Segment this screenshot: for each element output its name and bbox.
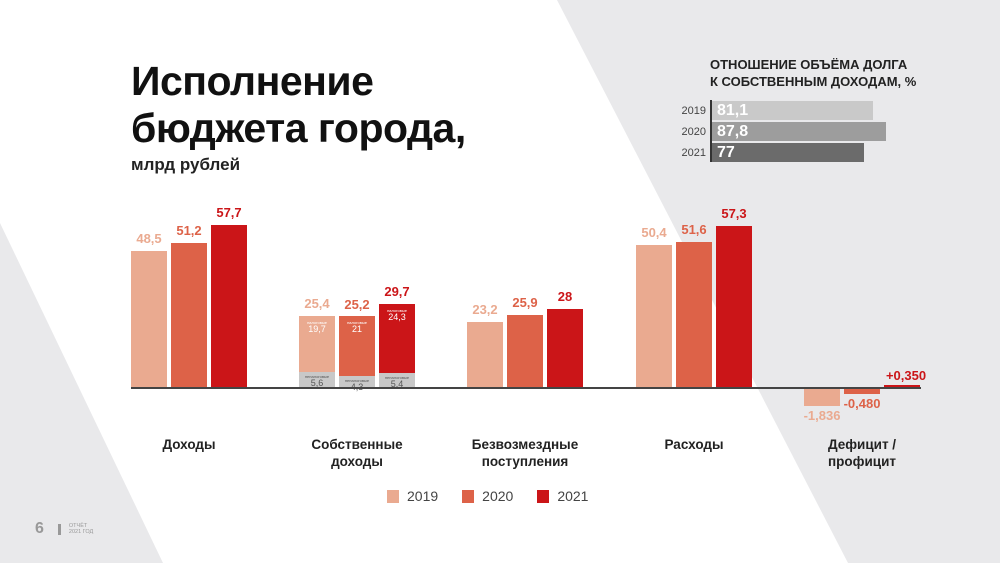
bar-tax-2020 (339, 316, 375, 376)
legend-label: 2019 (407, 488, 439, 504)
bar-4-2021 (884, 384, 920, 388)
value-label: -0,480 (843, 395, 881, 411)
value-label: 57,3 (721, 205, 747, 221)
category-label: Расходы (619, 436, 769, 453)
bar-2-2021 (547, 308, 583, 388)
debt-bar: 87,8 (712, 122, 886, 141)
footer: 6 ОТЧЁТ 2021 ГОД (35, 520, 93, 538)
segment-caption: неналоговые (344, 377, 370, 383)
value-label: -1,836 (803, 408, 841, 424)
value-label: 48,5 (136, 230, 162, 246)
nontax-segment-label: неналоговые4,3 (339, 378, 375, 392)
value-label: +0,350 (885, 368, 927, 383)
value-label: 28 (557, 288, 573, 304)
debt-title-line: ОТНОШЕНИЕ ОБЪЁМА ДОЛГА (710, 57, 908, 72)
debt-title-line: К СОБСТВЕННЫМ ДОХОДАМ, % (710, 74, 917, 89)
bar-nontax-2019 (299, 372, 335, 388)
segment-value: 5,4 (390, 378, 404, 389)
tax-segment-label: налоговые 19,7 (299, 320, 335, 334)
value-label: 50,4 (641, 225, 667, 241)
legend-label: 2021 (557, 488, 589, 504)
debt-row-2020: 2020 87,8 (660, 122, 886, 141)
bar-tax-2021 (379, 303, 415, 373)
segment-value: 4,3 (351, 382, 364, 392)
debt-axis (710, 100, 712, 162)
category-label: Доходы (114, 436, 264, 453)
title-line: Исполнение (131, 58, 374, 104)
bar-3-2020 (676, 241, 712, 388)
page-number: 6 (35, 520, 44, 537)
debt-bar: 77 (712, 143, 865, 162)
segment-value: 24,3 (388, 311, 406, 322)
footer-divider (57, 523, 61, 535)
category-line: доходы (331, 454, 383, 469)
debt-row-2019: 2019 81,1 (660, 101, 873, 120)
legend-item-2020: 2020 (462, 488, 513, 504)
bar-2-2020 (507, 314, 543, 388)
category-line: Дефицит / (827, 437, 897, 452)
category-line: поступления (481, 454, 569, 469)
value-label: 25,2 (344, 296, 370, 312)
segment-caption: налоговые (307, 320, 327, 326)
category-line: Расходы (664, 437, 724, 452)
legend-item-2019: 2019 (387, 488, 438, 504)
debt-year-label: 2021 (681, 146, 706, 159)
bar-0-2019 (131, 250, 167, 388)
bar-3-2021 (716, 225, 752, 388)
bar-0-2021 (211, 224, 247, 388)
report-line: 2021 ГОД (68, 529, 94, 535)
page-title: Исполнение бюджета города, (131, 58, 466, 152)
category-line: профицит (828, 454, 896, 469)
segment-value: 21 (351, 324, 362, 335)
segment-caption: налоговые (387, 307, 407, 313)
debt-row-2021: 2021 77 (660, 143, 865, 162)
segment-caption: неналоговые (304, 374, 330, 380)
segment-value: 19,7 (308, 324, 326, 335)
bar-4-2020 (844, 389, 880, 394)
bar-4-2019 (804, 389, 840, 407)
value-label: 25,9 (512, 294, 538, 310)
category-line: Собственные (311, 437, 403, 452)
nontax-segment-label: неналоговые 5,4 (379, 375, 415, 389)
legend-swatch (387, 489, 399, 503)
value-label: 25,4 (304, 296, 330, 312)
report-label: ОТЧЁТ 2021 ГОД (69, 523, 93, 535)
debt-year-label: 2020 (681, 125, 706, 138)
category-line: Безвозмездные (471, 437, 579, 452)
tax-segment-label: налоговые 21 (339, 320, 375, 334)
value-label: 51,2 (176, 223, 202, 239)
bar-nontax-2020 (339, 375, 375, 388)
debt-year-label: 2019 (681, 104, 706, 117)
segment-caption: налоговые (347, 320, 367, 326)
value-label: 23,2 (472, 302, 498, 318)
value-label: 51,6 (681, 221, 707, 237)
legend-swatch (462, 489, 475, 503)
unit-subtitle: млрд рублей (131, 155, 241, 174)
debt-ratio-title: ОТНОШЕНИЕ ОБЪЁМА ДОЛГА К СОБСТВЕННЫМ ДОХ… (710, 56, 916, 90)
value-label: 57,7 (216, 204, 242, 220)
bar-0-2020 (171, 243, 207, 388)
category-label: Собственные доходы (282, 436, 432, 470)
category-line: Доходы (162, 437, 216, 452)
category-label: Дефицит / профицит (787, 436, 937, 470)
chart-baseline (131, 387, 921, 389)
legend-item-2021: 2021 (537, 488, 588, 504)
value-label: 29,7 (384, 283, 410, 299)
legend-swatch (537, 489, 550, 503)
debt-bar: 81,1 (712, 101, 873, 120)
legend: 2019 2020 2021 (387, 488, 588, 504)
segment-value: 5,6 (310, 378, 324, 389)
segment-caption: неналоговые (384, 374, 410, 380)
category-label: Безвозмездные поступления (450, 436, 600, 470)
tax-segment-label: налоговые 24,3 (379, 308, 415, 322)
bar-nontax-2021 (379, 372, 415, 388)
legend-label: 2020 (482, 488, 514, 504)
bar-3-2019 (636, 245, 672, 388)
bar-tax-2019 (299, 316, 335, 373)
title-line: бюджета города, (131, 105, 466, 151)
bar-2-2019 (467, 322, 503, 388)
nontax-segment-label: неналоговые 5,6 (299, 374, 335, 388)
report-line: ОТЧЁТ (68, 523, 88, 529)
